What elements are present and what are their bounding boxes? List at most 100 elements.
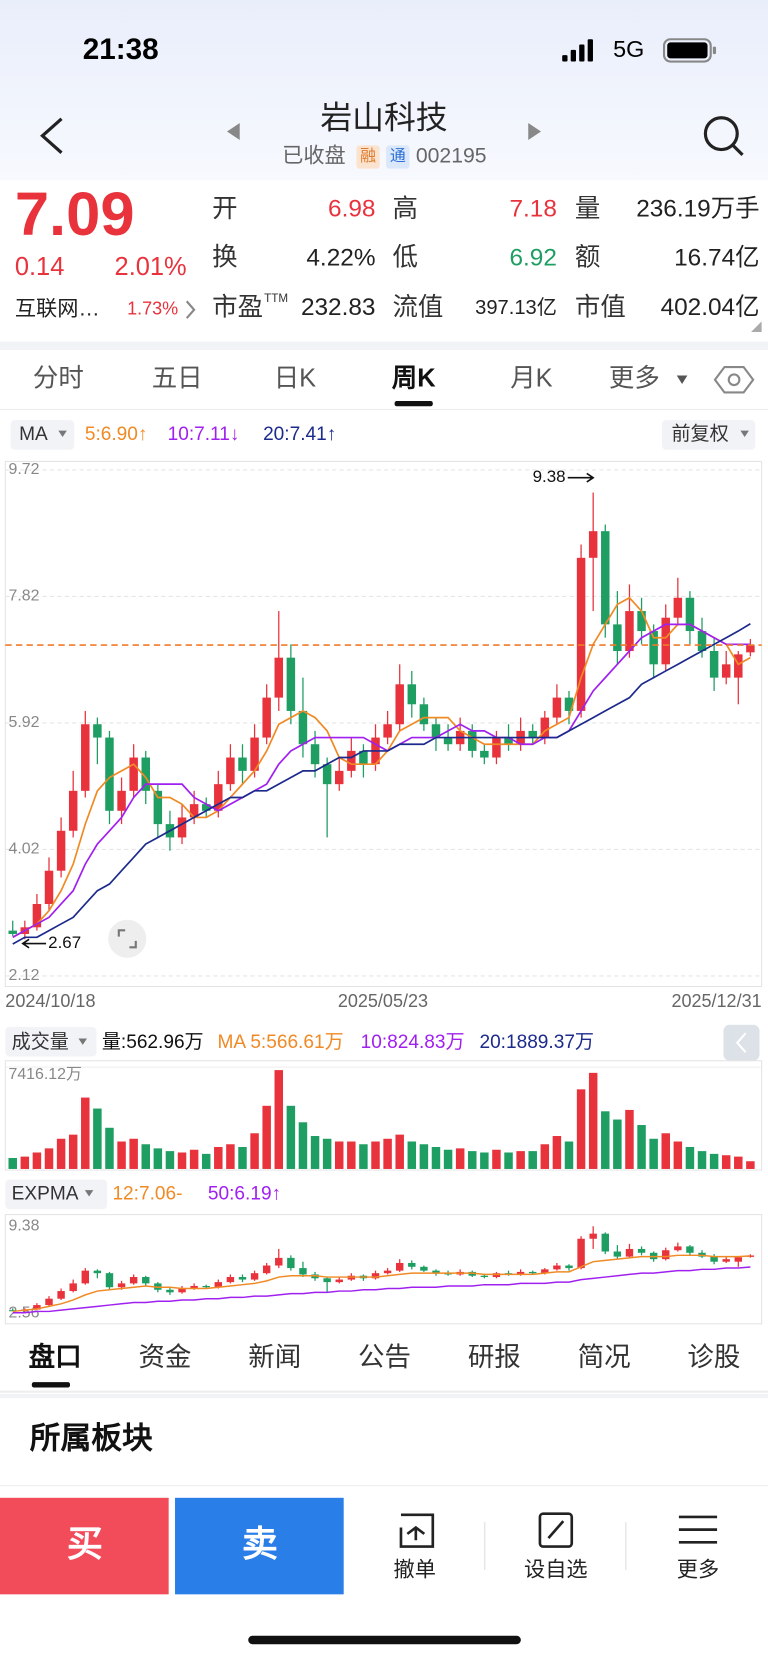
action-label[interactable]: 撤单 [394,1558,436,1582]
ema50-line [12,1266,751,1314]
candle-body [721,664,731,678]
more-icon[interactable] [678,1515,718,1544]
action-label[interactable]: 更多 [677,1558,719,1582]
expand-button[interactable] [108,919,147,958]
candle-body [177,817,187,838]
candle-body [468,730,477,751]
section-tab[interactable]: 研报 [468,1342,521,1372]
expma-candle-body [275,1257,283,1266]
expma-candle-body [214,1282,223,1288]
expma-candle-body [166,1289,174,1293]
vol-bar [8,1157,17,1169]
vol-bar [310,1136,320,1169]
vol-bar [359,1144,368,1169]
section-tab[interactable]: 盘口 [29,1342,82,1372]
back-button[interactable] [40,117,63,154]
vol-frame [4,1060,763,1171]
vol-ma20: 20:1889.37万 [479,1032,594,1053]
vol-bar [347,1141,356,1169]
candle-body [552,697,562,718]
field-value: 397.13亿 [475,296,557,319]
candle-body [214,784,223,811]
expma-candle-body [395,1262,404,1271]
period-tab[interactable]: 更多 [609,364,660,392]
vol-bar [480,1152,489,1169]
adjust-select[interactable] [661,420,756,450]
badge-bg [386,145,410,169]
candle-body [334,770,344,785]
prev-stock[interactable] [227,123,240,141]
section-tab[interactable]: 新闻 [248,1342,301,1372]
watch-icon[interactable] [538,1512,574,1548]
expma-frame [4,1214,763,1325]
field-value: 6.92 [509,244,556,271]
separator [0,341,768,351]
expma-candle-body [710,1256,718,1262]
vol-select[interactable] [5,1026,97,1057]
expma-candle-body [662,1250,670,1260]
buy-button[interactable] [0,1497,169,1595]
period-tab[interactable]: 月K [510,364,552,392]
expma-candle-body [480,1275,489,1278]
candle-body [322,764,332,785]
y-tick-label: 7.82 [8,588,39,605]
section-tab[interactable]: 公告 [358,1342,411,1372]
vol-bar [153,1148,163,1169]
vol-bar [32,1152,42,1169]
candle-body [105,737,114,811]
vol-bar [540,1144,550,1169]
period-tab[interactable]: 分时 [33,364,84,392]
sell-button[interactable] [175,1497,344,1595]
ma-line [12,623,751,945]
settings-icon[interactable] [713,365,755,394]
candle-body [576,557,586,711]
expma12-legend: 12:7.06- [112,1183,182,1204]
section-tab[interactable]: 诊股 [687,1342,740,1372]
ma-select[interactable] [10,420,75,450]
candle-body [44,870,54,905]
period-tab[interactable]: 周K [392,364,436,392]
period-tab[interactable]: 五日 [152,364,203,392]
expma-candle-body [335,1279,343,1283]
field-label: 换 [212,244,237,272]
cancel-icon[interactable] [399,1513,435,1548]
expma-candle-body [190,1285,198,1289]
candle-body [117,790,126,811]
field-value: 402.04亿 [661,294,760,321]
stock-name: 岩山科技 [320,99,447,135]
vol-bar [189,1149,199,1169]
expma-candle-body [383,1270,392,1274]
section-tab[interactable]: 简况 [578,1342,631,1372]
candle-body [407,684,417,705]
expma-candle-body [577,1238,585,1269]
expma-candle-body [637,1248,646,1253]
expma-candle-body [33,1305,41,1310]
vol-bar [685,1146,695,1169]
action-label[interactable]: 设自选 [524,1558,588,1582]
vol-bar [504,1152,513,1169]
section-tab[interactable]: 资金 [138,1342,191,1372]
vol-bar [117,1141,126,1169]
expma-candle-body [529,1271,537,1274]
candle-body [238,757,247,771]
separator [0,1393,768,1399]
sector: 互联网… [15,296,100,320]
ma10-legend: 10:7.11↓ [168,424,240,445]
search-button[interactable] [703,116,744,156]
candle-body [492,737,501,758]
next-stock[interactable] [528,123,541,141]
vol-bar [262,1105,271,1169]
vol-bar [516,1151,525,1169]
y-tick-label: 4.02 [8,841,39,858]
vol-bar [746,1161,755,1169]
badge: 融 [360,147,376,165]
period-tab[interactable]: 日K [274,364,316,392]
candle-body [734,654,743,678]
vol-bar [528,1151,537,1169]
expma-arrow [84,1190,94,1197]
field-label: 额 [575,244,600,272]
expma-select[interactable] [5,1179,108,1210]
candle-body [709,651,719,678]
collapse-button[interactable] [723,1024,760,1061]
